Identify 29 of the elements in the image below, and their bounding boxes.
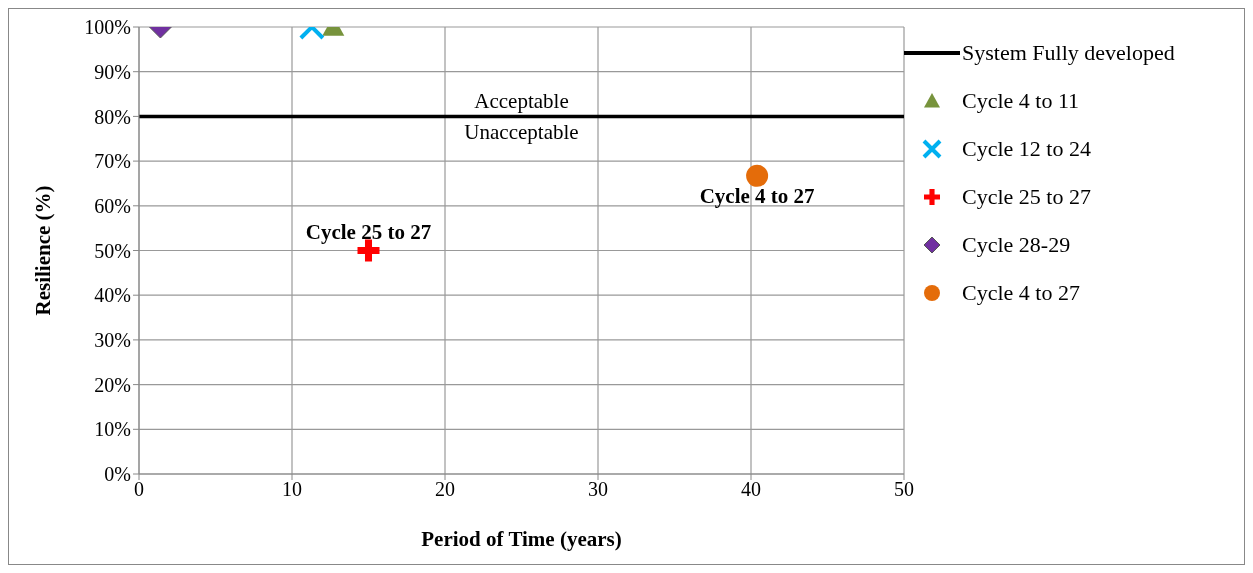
y-tick-label: 60% xyxy=(94,194,131,217)
x-tick-label: 20 xyxy=(435,478,455,501)
y-tick-label: 20% xyxy=(94,373,131,396)
legend-label: Cycle 25 to 27 xyxy=(962,184,1091,210)
y-axis-title: Resilience (%) xyxy=(31,185,56,316)
y-tick-label: 100% xyxy=(84,16,131,39)
legend-label: Cycle 4 to 11 xyxy=(962,88,1080,114)
y-tick-label: 30% xyxy=(94,329,131,351)
y-tick-label: 0% xyxy=(104,463,131,486)
y-tick-label: 80% xyxy=(94,105,131,128)
y-tick-label: 90% xyxy=(94,60,131,83)
y-tick-label: 40% xyxy=(94,284,131,307)
annotation: Cycle 4 to 27 xyxy=(699,183,815,208)
x-tick-label: 40 xyxy=(741,478,761,501)
y-tick-label: 70% xyxy=(94,150,131,173)
x-tick-label: 30 xyxy=(588,478,608,501)
legend-label: Cycle 12 to 24 xyxy=(962,136,1091,162)
annotation: Acceptable xyxy=(474,89,569,114)
legend-label: Cycle 28-29 xyxy=(962,232,1071,258)
x-tick-label: 50 xyxy=(894,478,914,501)
y-tick-label: 10% xyxy=(94,418,131,441)
x-axis-title: Period of Time (years) xyxy=(421,527,622,551)
annotation: Cycle 25 to 27 xyxy=(305,219,432,244)
x-tick-label: 10 xyxy=(282,478,302,501)
legend-label: Cycle 4 to 27 xyxy=(962,280,1080,306)
y-tick-label: 50% xyxy=(94,239,131,262)
annotation: Unacceptable xyxy=(464,120,579,145)
x-tick-label: 0 xyxy=(134,478,144,501)
legend-label: System Fully developed xyxy=(962,40,1175,66)
